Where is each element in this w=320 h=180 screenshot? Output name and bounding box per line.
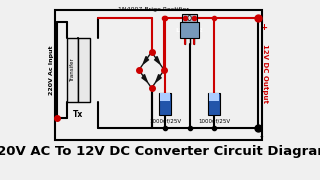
Polygon shape bbox=[142, 75, 147, 82]
Text: 12V DC Output: 12V DC Output bbox=[262, 44, 268, 102]
Text: 1N4007 Brige Rectifier: 1N4007 Brige Rectifier bbox=[117, 7, 188, 12]
Text: Transifer: Transifer bbox=[70, 58, 75, 82]
Text: 1000uf/25V: 1000uf/25V bbox=[149, 118, 181, 123]
Bar bbox=[180, 22, 199, 38]
Polygon shape bbox=[156, 75, 161, 82]
Bar bbox=[208, 93, 220, 115]
Text: Tx: Tx bbox=[73, 110, 84, 119]
Text: LM7812: LM7812 bbox=[176, 28, 204, 33]
Bar bbox=[209, 93, 219, 101]
Bar bbox=[182, 14, 196, 22]
Text: -: - bbox=[260, 133, 263, 142]
Text: 220V AC To 12V DC Converter Circuit Diagram: 220V AC To 12V DC Converter Circuit Diag… bbox=[0, 145, 320, 158]
Text: +: + bbox=[260, 23, 267, 32]
Polygon shape bbox=[143, 57, 148, 64]
Polygon shape bbox=[155, 57, 160, 64]
Bar bbox=[160, 93, 170, 101]
Text: 220V Ac Input: 220V Ac Input bbox=[49, 45, 53, 95]
Bar bbox=[78, 38, 90, 102]
Circle shape bbox=[188, 15, 191, 21]
Bar bbox=[159, 93, 171, 115]
Bar bbox=[54, 10, 262, 140]
Text: 1000uf/25V: 1000uf/25V bbox=[198, 118, 230, 123]
Bar bbox=[67, 38, 78, 102]
